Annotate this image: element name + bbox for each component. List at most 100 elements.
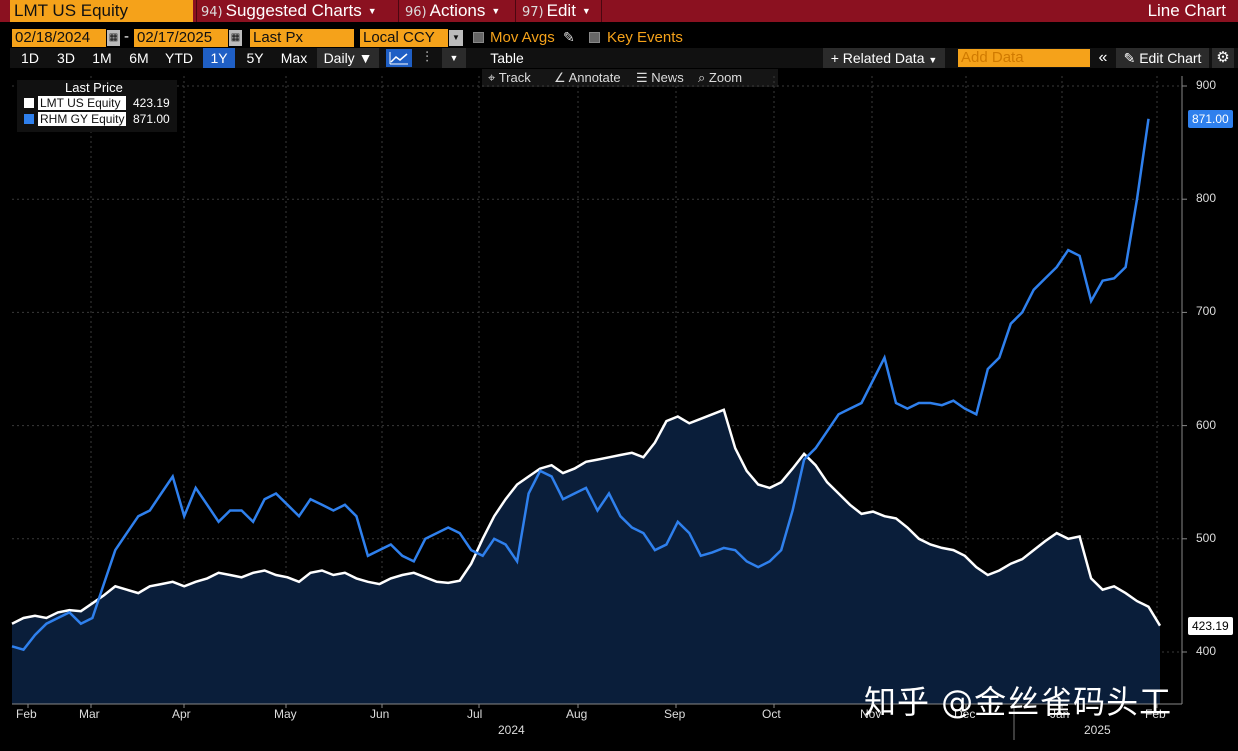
annotate-tool[interactable]: ∠ Annotate	[554, 69, 621, 87]
date-separator: -	[124, 28, 129, 45]
end-date-field[interactable]: 02/17/2025	[134, 29, 228, 47]
related-data-button[interactable]: + Related Data ▼	[823, 48, 945, 68]
news-icon: ☰	[636, 70, 648, 85]
line-draw-icon: ∠	[554, 70, 566, 85]
key-events-label: Key Events	[607, 29, 683, 46]
actions-menu[interactable]: 96) Actions ▼	[405, 0, 500, 22]
menu-label: Suggested Charts	[225, 1, 362, 20]
x-month-label: Feb	[16, 707, 37, 721]
menu-number: 96)	[405, 5, 427, 20]
zoom-label: Zoom	[708, 70, 743, 85]
x-month-label: Sep	[664, 707, 686, 721]
pencil-icon: ✎	[1123, 50, 1136, 66]
lmt-area-fill	[12, 409, 1160, 704]
start-date-field[interactable]: 02/18/2024	[12, 29, 106, 47]
pencil-icon[interactable]: ✎	[563, 29, 575, 45]
menu-label: Edit	[546, 1, 576, 20]
legend-value-lmt: 423.19	[133, 96, 170, 110]
x-month-label: Aug	[566, 707, 588, 721]
mov-avgs-checkbox[interactable]	[473, 32, 484, 43]
y-tick-label: 700	[1196, 304, 1217, 319]
top-menu-bar	[0, 0, 1238, 22]
table-button[interactable]: Table	[472, 48, 542, 68]
crosshair-icon: ⌖	[488, 70, 496, 85]
chart-legend: Last Price LMT US Equity 423.19 RHM GY E…	[17, 80, 177, 132]
mov-avgs-label: Mov Avgs	[490, 29, 555, 46]
key-events-checkbox[interactable]	[589, 32, 600, 43]
frequency-label: Daily	[323, 50, 355, 66]
y-tick-label: 900	[1196, 78, 1217, 92]
x-month-label: Feb	[1145, 707, 1166, 721]
menu-separator	[196, 0, 197, 22]
edit-menu[interactable]: 97) Edit ▼	[522, 0, 591, 22]
magnifier-icon: ⌕	[698, 70, 706, 85]
plus-icon: +	[830, 50, 839, 66]
chevron-down-icon: ▼	[367, 6, 377, 16]
x-month-label: Nov	[860, 707, 882, 721]
bar-chart-type-icon[interactable]: ⫶	[425, 49, 429, 66]
chart-type-label: Line Chart	[1147, 1, 1226, 20]
period-button-6m[interactable]: 6M	[129, 50, 149, 66]
legend-swatch-rhm	[24, 114, 34, 124]
y-tick-label: 800	[1196, 191, 1217, 206]
last-value-flag-lmt: 423.19	[1188, 617, 1233, 635]
period-button-max[interactable]: Max	[280, 50, 308, 66]
chevron-down-icon[interactable]: ▼	[449, 30, 463, 46]
rhm-series-line	[11, 118, 1150, 652]
track-tool[interactable]: ⌖ Track	[488, 69, 531, 87]
price-field-select[interactable]: Last Px	[250, 29, 354, 47]
legend-header: Last Price	[65, 80, 123, 95]
x-month-label: Apr	[172, 707, 191, 721]
period-button-1d[interactable]: 1D	[21, 50, 39, 66]
line-chart-type-icon[interactable]	[386, 49, 412, 67]
related-data-label: Related Data	[842, 50, 925, 66]
watermark-text: 知乎 @金丝雀码头工	[864, 683, 1173, 721]
legend-value-rhm: 871.00	[133, 112, 170, 126]
suggested-charts-menu[interactable]: 94) Suggested Charts ▼	[201, 0, 377, 22]
frequency-select[interactable]: Daily ▼	[317, 48, 379, 68]
edit-chart-label: Edit Chart	[1139, 50, 1202, 66]
calendar-icon[interactable]: ▦	[229, 30, 242, 46]
gear-icon[interactable]: ⚙	[1212, 48, 1234, 68]
x-month-label: May	[274, 707, 297, 721]
edit-chart-button[interactable]: ✎ Edit Chart	[1116, 48, 1209, 68]
y-tick-label: 500	[1196, 530, 1217, 545]
legend-swatch-lmt	[24, 98, 34, 108]
track-label: Track	[498, 70, 531, 85]
menu-number: 94)	[201, 5, 223, 20]
menu-separator	[398, 0, 399, 22]
chevron-down-icon[interactable]: ▼	[442, 48, 466, 68]
legend-name-rhm[interactable]: RHM GY Equity	[38, 112, 126, 126]
period-button-ytd[interactable]: YTD	[165, 50, 193, 66]
add-data-input[interactable]: Add Data	[958, 49, 1090, 67]
period-button-5y[interactable]: 5Y	[246, 50, 264, 66]
caret-down-icon: ▼	[358, 50, 373, 66]
menu-separator	[601, 0, 602, 22]
x-month-label: Jan	[1050, 707, 1070, 721]
x-year-label: 2025	[1084, 723, 1111, 737]
period-button-1m[interactable]: 1M	[92, 50, 112, 66]
x-month-label: Oct	[762, 707, 781, 721]
currency-select[interactable]: Local CCY	[360, 29, 448, 47]
period-button-3d[interactable]: 3D	[57, 50, 75, 66]
security-ticker-field[interactable]: LMT US Equity	[10, 0, 193, 22]
x-year-label: 2024	[498, 723, 525, 737]
x-month-label: Mar	[79, 707, 100, 721]
chevron-down-icon: ▼	[491, 6, 501, 16]
chart-tools-bar	[482, 69, 778, 87]
chevron-down-icon: ▼	[928, 55, 938, 65]
legend-name-lmt[interactable]: LMT US Equity	[38, 96, 126, 110]
period-button-1y[interactable]: 1Y	[203, 48, 235, 68]
line-chart-glyph	[389, 52, 408, 65]
y-tick-label: 400	[1196, 644, 1217, 658]
collapse-icon[interactable]: «	[1093, 48, 1113, 68]
menu-separator	[515, 0, 516, 22]
x-month-label: Jul	[467, 707, 483, 721]
calendar-icon[interactable]: ▦	[107, 30, 120, 46]
last-value-flag-rhm: 871.00	[1188, 110, 1233, 128]
menu-label: Actions	[429, 1, 486, 20]
y-tick-label: 600	[1196, 417, 1217, 432]
annotate-label: Annotate	[568, 70, 621, 85]
zoom-tool[interactable]: ⌕ Zoom	[698, 69, 742, 87]
